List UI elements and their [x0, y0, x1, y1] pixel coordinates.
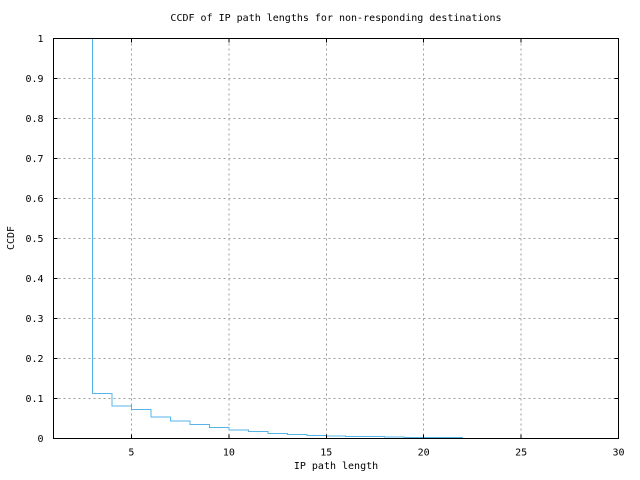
y-tick-label: 0.6	[25, 194, 43, 205]
x-axis-label: IP path length	[294, 461, 378, 472]
x-tick-label: 5	[128, 448, 134, 459]
y-tick-label: 0.9	[25, 74, 43, 85]
y-tick-label: 0.2	[25, 354, 43, 365]
ccdf-step-line	[53, 38, 464, 439]
y-tick-label: 0.7	[25, 154, 43, 165]
x-tick-label: 25	[515, 448, 527, 459]
x-tick-label: 10	[223, 448, 235, 459]
y-tick-label: 0.8	[25, 114, 43, 125]
y-tick-label: 0.5	[25, 234, 43, 245]
chart-title: CCDF of IP path lengths for non-respondi…	[170, 13, 501, 24]
x-tick-label: 15	[320, 448, 332, 459]
x-tick-label: 30	[612, 448, 624, 459]
y-axis-label: CCDF	[6, 226, 17, 250]
y-tick-label: 1	[37, 34, 43, 45]
x-tick-label: 20	[418, 448, 430, 459]
y-tick-label: 0.3	[25, 314, 43, 325]
y-tick-label: 0	[37, 434, 43, 445]
y-tick-label: 0.1	[25, 394, 43, 405]
y-tick-label: 0.4	[25, 274, 43, 285]
plot-area: 5 10 15 20 25 30 0 0.1 0.2 0.3 0.4 0.5 0.6 0.7 0.8 0.9 1	[25, 34, 624, 459]
